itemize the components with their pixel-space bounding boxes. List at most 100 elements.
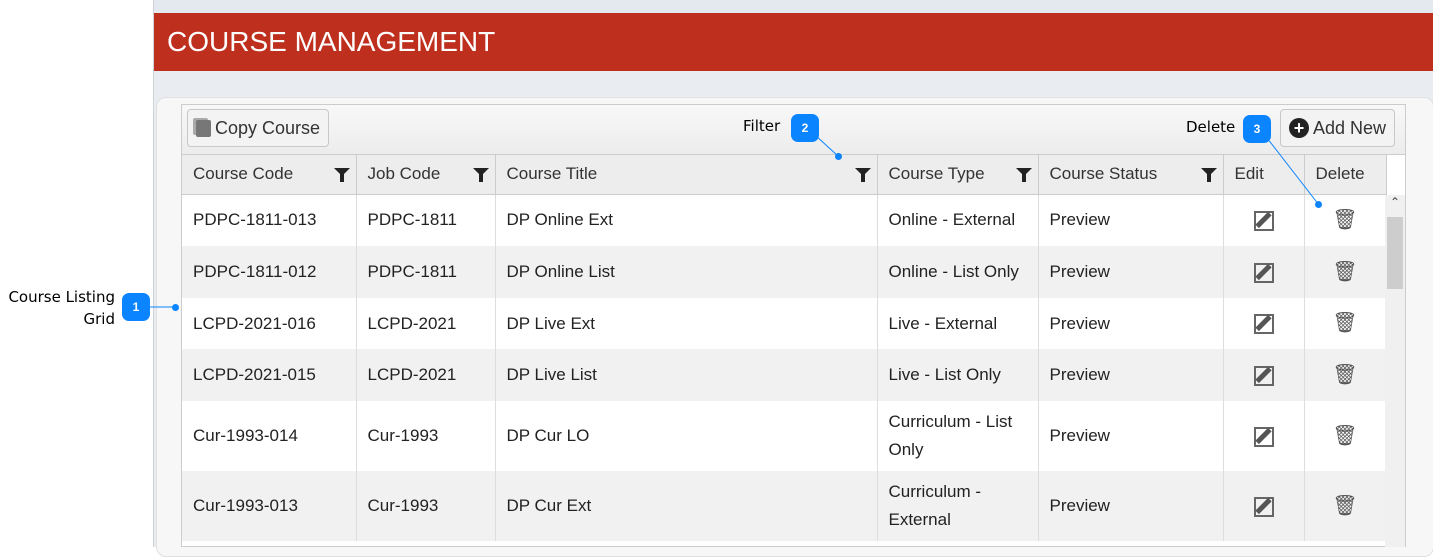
cell-edit [1223,349,1305,401]
trash-icon[interactable]: 🗑 [1332,312,1358,334]
filter-icon[interactable] [333,168,350,182]
cell-edit [1223,298,1305,349]
trash-icon[interactable]: 🗑 [1332,260,1358,283]
annotation-2-label: Filter [743,117,781,135]
trash-icon[interactable]: 🗑 [1332,424,1358,447]
top-strip [154,0,1433,13]
scroll-up-arrow[interactable]: ⌃ [1389,195,1401,209]
annotation-1-label: Course Listing Grid [8,288,115,328]
cell-course-status: Preview [1038,298,1224,349]
plus-circle-icon: + [1289,118,1309,138]
add-new-label: Add New [1313,117,1387,138]
column-header-label: Edit [1234,164,1264,184]
edit-icon[interactable] [1253,262,1274,283]
trash-icon[interactable]: 🗑 [1332,494,1358,517]
cell-edit [1223,194,1305,246]
cell-course-code: Cur-1993-014 [182,401,357,471]
cell-course-type: Live - List Only [877,349,1039,401]
filter-icon[interactable] [472,168,489,182]
column-header-job-code[interactable]: Job Code [356,155,496,195]
edit-icon[interactable] [1253,210,1274,231]
filter-icon[interactable] [1015,168,1032,182]
cell-course-code: LCPD-2021-015 [182,349,357,401]
course-listing-grid: Copy Course + Add New Course Code Job Cod… [181,104,1406,547]
table-row[interactable]: PDPC-1811-012 PDPC-1811 DP Online List Onli… [182,246,1387,298]
cell-job-code: PDPC-1811 [356,246,496,298]
cell-course-type: Online - External [877,194,1039,246]
edit-icon[interactable] [1253,365,1274,386]
trash-icon[interactable]: 🗑 [1332,208,1358,231]
annotation-1-badge: 1 [122,293,150,321]
annotation-2-dot [835,153,842,160]
trash-icon[interactable]: 🗑 [1332,363,1358,386]
cell-edit [1223,246,1305,298]
edit-icon[interactable] [1253,426,1274,447]
cell-job-code: Cur-1993 [356,401,496,471]
filter-icon[interactable] [1200,168,1217,182]
filter-icon[interactable] [854,168,871,182]
cell-job-code: PDPC-1811 [356,194,496,246]
table-row[interactable]: Cur-1993-014 Cur-1993 DP Cur LO Curriculum … [182,401,1387,471]
copy-icon [196,119,211,137]
column-header-label: Delete [1315,164,1365,184]
cell-course-type: Curriculum - List Only [877,401,1039,471]
cell-course-title: DP Cur LO [495,401,878,471]
table-row[interactable]: LCPD-2021-015 LCPD-2021 DP Live List Live -… [182,349,1387,401]
column-header-label: Course Code [193,164,294,184]
add-new-button[interactable]: + Add New [1280,109,1396,147]
annotation-1-dot [172,304,179,311]
cell-delete: 🗑 [1304,349,1387,401]
annotation-2-badge: 2 [791,114,819,142]
column-header-label: Course Title [506,164,598,184]
column-header-course-title[interactable]: Course Title [495,155,878,195]
cell-course-status: Preview [1038,401,1224,471]
cell-course-status: Preview [1038,194,1224,246]
cell-edit [1223,401,1305,471]
column-header-delete[interactable]: Delete [1304,155,1387,195]
cell-course-code: Cur-1993-013 [182,471,357,541]
column-header-label: Course Status [1049,164,1158,184]
column-header-course-type[interactable]: Course Type [877,155,1039,195]
cell-course-title: DP Online Ext [495,194,878,246]
cell-course-status: Preview [1038,349,1224,401]
page-title: COURSE MANAGEMENT [154,13,1433,71]
cell-course-code: PDPC-1811-013 [182,194,357,246]
table-row[interactable]: LCPD-2021-016 LCPD-2021 DP Live Ext Live - … [182,298,1387,349]
cell-delete: 🗑 [1304,246,1387,298]
annotation-3-badge: 3 [1243,115,1271,143]
scroll-thumb[interactable] [1387,217,1403,289]
cell-course-type: Curriculum - External [877,471,1039,541]
copy-course-button[interactable]: Copy Course [187,109,330,147]
annotation-3-label: Delete [1186,118,1236,136]
cell-course-title: DP Cur Ext [495,471,878,541]
column-header-course-status[interactable]: Course Status [1038,155,1224,195]
column-header-label: Course Type [888,164,985,184]
annotation-3-dot [1315,201,1322,208]
cell-course-type: Live - External [877,298,1039,349]
cell-course-code: PDPC-1811-012 [182,246,357,298]
cell-course-type: Online - List Only [877,246,1039,298]
grid-toolbar: Copy Course + Add New [182,105,1405,155]
edit-icon[interactable] [1253,496,1274,517]
table-row[interactable]: PDPC-1811-013 PDPC-1811 DP Online Ext Onlin… [182,194,1387,246]
cell-job-code: LCPD-2021 [356,298,496,349]
course-table: Course Code Job Code Course Title Course Ty… [182,155,1387,541]
cell-course-title: DP Live Ext [495,298,878,349]
cell-job-code: LCPD-2021 [356,349,496,401]
cell-course-code: LCPD-2021-016 [182,298,357,349]
cell-edit [1223,471,1305,541]
copy-course-label: Copy Course [215,117,321,138]
table-row[interactable]: Cur-1993-013 Cur-1993 DP Cur Ext Curriculum… [182,471,1387,541]
cell-course-status: Preview [1038,246,1224,298]
cell-job-code: Cur-1993 [356,471,496,541]
edit-icon[interactable] [1253,314,1274,335]
cell-delete: 🗑 [1304,298,1387,349]
vertical-scrollbar[interactable]: ⌃ [1385,195,1405,547]
column-header-edit[interactable]: Edit [1223,155,1305,195]
column-header-label: Job Code [367,164,441,184]
column-header-course-code[interactable]: Course Code [182,155,357,195]
cell-course-title: DP Online List [495,246,878,298]
cell-course-status: Preview [1038,471,1224,541]
cell-course-title: DP Live List [495,349,878,401]
